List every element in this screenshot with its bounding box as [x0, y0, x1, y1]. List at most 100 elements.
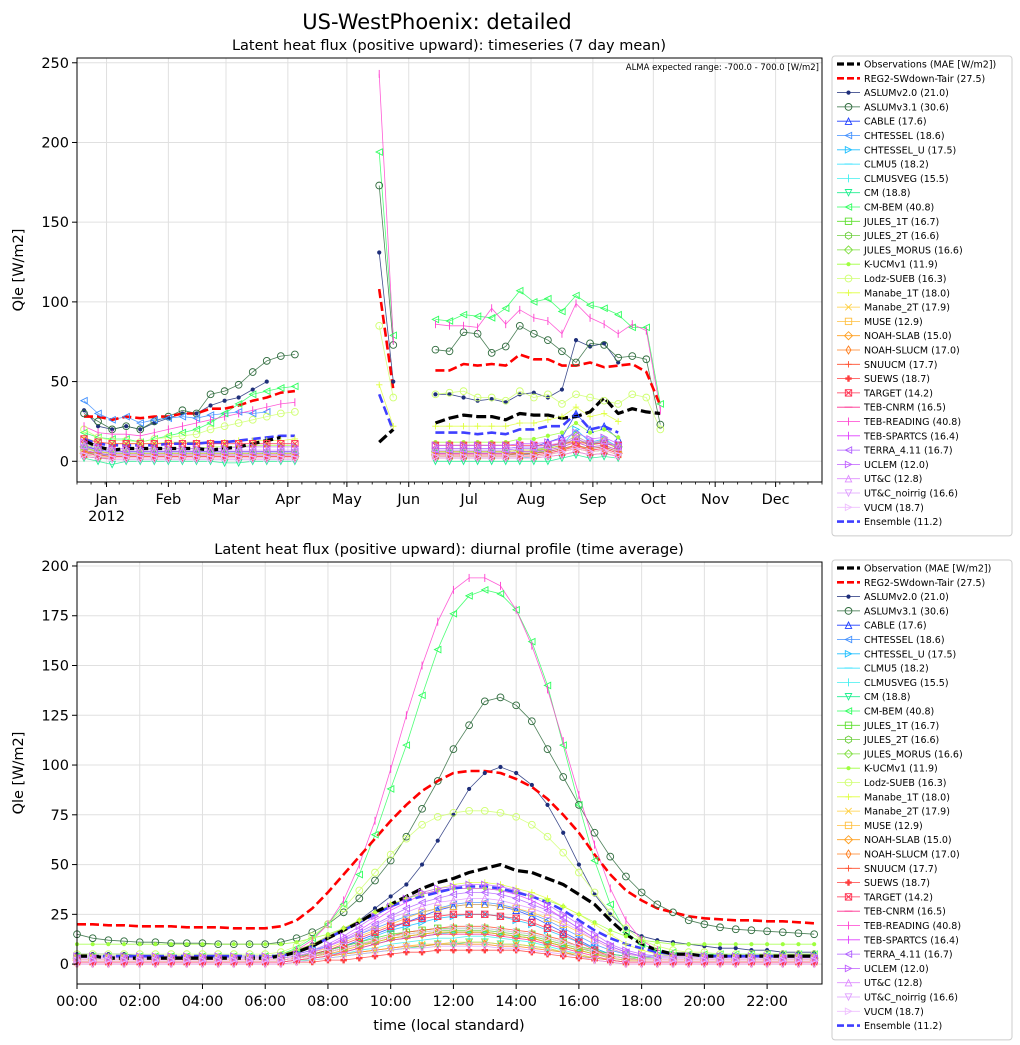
- diurnal-point-vucm-18-7: [292, 954, 301, 963]
- diurnal-point-aslumv3-1-30-6: [716, 923, 724, 932]
- diurnal-markers: [72, 573, 819, 969]
- diurnal-point-manabe-2t-17-9: [559, 948, 567, 956]
- timeseries-point-vucm-18-7: [558, 447, 567, 456]
- timeseries-panel: Latent heat flux (positive upward): time…: [11, 38, 1013, 537]
- timeseries-point-k-ucmv1-11-9: [559, 430, 565, 435]
- timeseries-point-ut-c-12-8: [178, 445, 187, 454]
- timeseries-point-cm-bem-40-8: [459, 310, 468, 319]
- diurnal-point-ut-c-noirrig-16-6: [559, 950, 568, 959]
- timeseries-point-aslumv2-0-21-0: [236, 395, 241, 400]
- diurnal-point-ut-c-12-8: [590, 936, 599, 944]
- timeseries-point-ut-c-12-8: [529, 442, 538, 451]
- diurnal-point-muse-12-9: [528, 908, 536, 916]
- timeseries-point-uclem-12-0: [516, 439, 524, 448]
- timeseries-point-lodz-sueb-16-3: [628, 390, 637, 399]
- diurnal-point-vucm-18-7: [418, 928, 427, 937]
- diurnal-point-cm-bem-40-8: [496, 589, 505, 598]
- timeseries-point-vucm-18-7: [263, 454, 271, 463]
- timeseries-y-tick-label: 250: [41, 56, 69, 72]
- diurnal-point-manabe-1t-18-0: [560, 903, 567, 910]
- diurnal-legend-marker-manabe-1t-18-0: [845, 793, 852, 800]
- diurnal-point-ut-c-noirrig-16-6: [198, 960, 207, 969]
- timeseries-point-aslumv3-1-30-6: [220, 387, 229, 395]
- timeseries-point-cm-bem-40-8: [234, 399, 243, 408]
- diurnal-legend-marker-cm-18-8: [844, 693, 853, 701]
- diurnal-point-aslumv3-1-30-6: [355, 894, 364, 903]
- timeseries-point-lodz-sueb-16-3: [572, 390, 580, 399]
- diurnal-point-k-ucmv1-11-9: [278, 942, 283, 947]
- timeseries-point-ut-c-12-8: [459, 444, 468, 453]
- timeseries-point-suews-18-7: [586, 451, 594, 459]
- timeseries-point-ut-c-12-8: [122, 445, 131, 454]
- diurnal-x-tick-label: 10:00: [370, 994, 412, 1010]
- diurnal-y-tick-label: 25: [51, 907, 69, 923]
- timeseries-point-uclem-12-0: [249, 443, 257, 451]
- timeseries-point-manabe-1t-18-0: [291, 435, 299, 443]
- diurnal-point-ut-c-12-8: [480, 894, 489, 903]
- timeseries-y-tick-label: 200: [41, 135, 69, 151]
- timeseries-point-chtessel-18-6: [121, 412, 130, 421]
- diurnal-y-tick-label: 75: [51, 808, 69, 824]
- diurnal-legend-label: CABLE (17.6): [864, 621, 927, 632]
- timeseries-point-vucm-18-7: [249, 454, 257, 463]
- timeseries-point-cm-bem-40-8: [248, 390, 257, 399]
- timeseries-legend-marker-ut-c-noirrig-16-6: [844, 489, 853, 498]
- diurnal-point-uclem-12-0: [575, 920, 584, 929]
- timeseries-point-aslumv2-0-21-0: [573, 338, 579, 343]
- timeseries-point-lodz-sueb-16-3: [431, 390, 440, 399]
- timeseries-series-line-lodz-sueb-16-3: [83, 325, 661, 443]
- timeseries-point-lodz-sueb-16-3: [642, 393, 651, 402]
- diurnal-point-snuucm-17-7: [371, 937, 379, 944]
- diurnal-point-aslumv3-1-30-6: [261, 940, 270, 949]
- timeseries-range-note: ALMA expected range: -700.0 - 700.0 [W/m…: [626, 63, 819, 73]
- diurnal-x-tick-label: 20:00: [683, 994, 725, 1010]
- diurnal-point-lodz-sueb-16-3: [433, 812, 442, 821]
- diurnal-point-aslumv2-0-21-0: [388, 894, 393, 899]
- diurnal-point-ut-c-12-8: [386, 914, 395, 922]
- timeseries-y-label: Qle [W/m2]: [11, 229, 27, 312]
- timeseries-y-tick-label: 150: [41, 215, 69, 231]
- diurnal-point-aslumv3-1-30-6: [527, 717, 536, 726]
- diurnal-point-terra-4-11-16-7: [653, 954, 661, 963]
- timeseries-legend-marker-manabe-1t-18-0: [845, 289, 852, 296]
- diurnal-point-k-ucmv1-11-9: [200, 942, 205, 947]
- timeseries-point-chtessel-18-6: [79, 396, 88, 405]
- timeseries-legend-label: TERRA_4.11 (16.7): [863, 446, 953, 457]
- timeseries-point-lodz-sueb-16-3: [220, 422, 229, 431]
- timeseries-legend-label: MUSE (12.9): [864, 317, 923, 328]
- diurnal-point-ut-c-noirrig-16-6: [637, 960, 646, 969]
- timeseries-legend-marker-jules-2t-16-6: [844, 231, 853, 240]
- timeseries-point-ut-c-12-8: [276, 445, 285, 454]
- timeseries-point-cm-bem-40-8: [529, 297, 538, 306]
- diurnal-point-ut-c-12-8: [449, 896, 458, 905]
- timeseries-point-lodz-sueb-16-3: [248, 415, 257, 424]
- timeseries-point-uclem-12-0: [263, 443, 271, 451]
- diurnal-x-tick-label: 02:00: [119, 994, 161, 1010]
- timeseries-point-manabe-1t-18-0: [600, 410, 608, 417]
- diurnal-point-ut-c-noirrig-16-6: [590, 956, 599, 965]
- timeseries-point-k-ucmv1-11-9: [616, 435, 621, 440]
- diurnal-point-k-ucmv1-11-9: [184, 942, 189, 947]
- timeseries-legend-marker-cm-bem-40-8: [844, 203, 853, 211]
- diurnal-point-terra-4-11-16-7: [339, 936, 348, 945]
- diurnal-point-vucm-18-7: [512, 928, 521, 937]
- diurnal-point-aslumv3-1-30-6: [653, 900, 662, 909]
- diurnal-point-ut-c-noirrig-16-6: [512, 944, 521, 953]
- diurnal-point-vucm-18-7: [732, 956, 740, 965]
- diurnal-point-vucm-18-7: [387, 932, 395, 941]
- diurnal-point-terra-4-11-16-7: [276, 954, 285, 963]
- diurnal-point-ut-c-noirrig-16-6: [684, 960, 693, 969]
- diurnal-point-ut-c-noirrig-16-6: [324, 954, 332, 963]
- diurnal-y-tick-label: 50: [51, 858, 69, 874]
- timeseries-point-lodz-sueb-16-3: [515, 387, 524, 395]
- diurnal-point-vucm-18-7: [794, 956, 803, 965]
- timeseries-legend-label: CM-BEM (40.8): [864, 203, 934, 214]
- timeseries-legend-marker-jules-1t-16-7: [844, 217, 853, 225]
- diurnal-point-terra-4-11-16-7: [809, 954, 818, 963]
- diurnal-point-chtessel-18-6: [574, 932, 583, 941]
- timeseries-point-cm-bem-40-8: [656, 399, 664, 408]
- timeseries-x-tick-label: Sep: [579, 492, 606, 508]
- diurnal-point-terra-4-11-16-7: [166, 954, 175, 963]
- diurnal-point-ut-c-noirrig-16-6: [261, 960, 270, 969]
- diurnal-point-ut-c-noirrig-16-6: [606, 958, 615, 967]
